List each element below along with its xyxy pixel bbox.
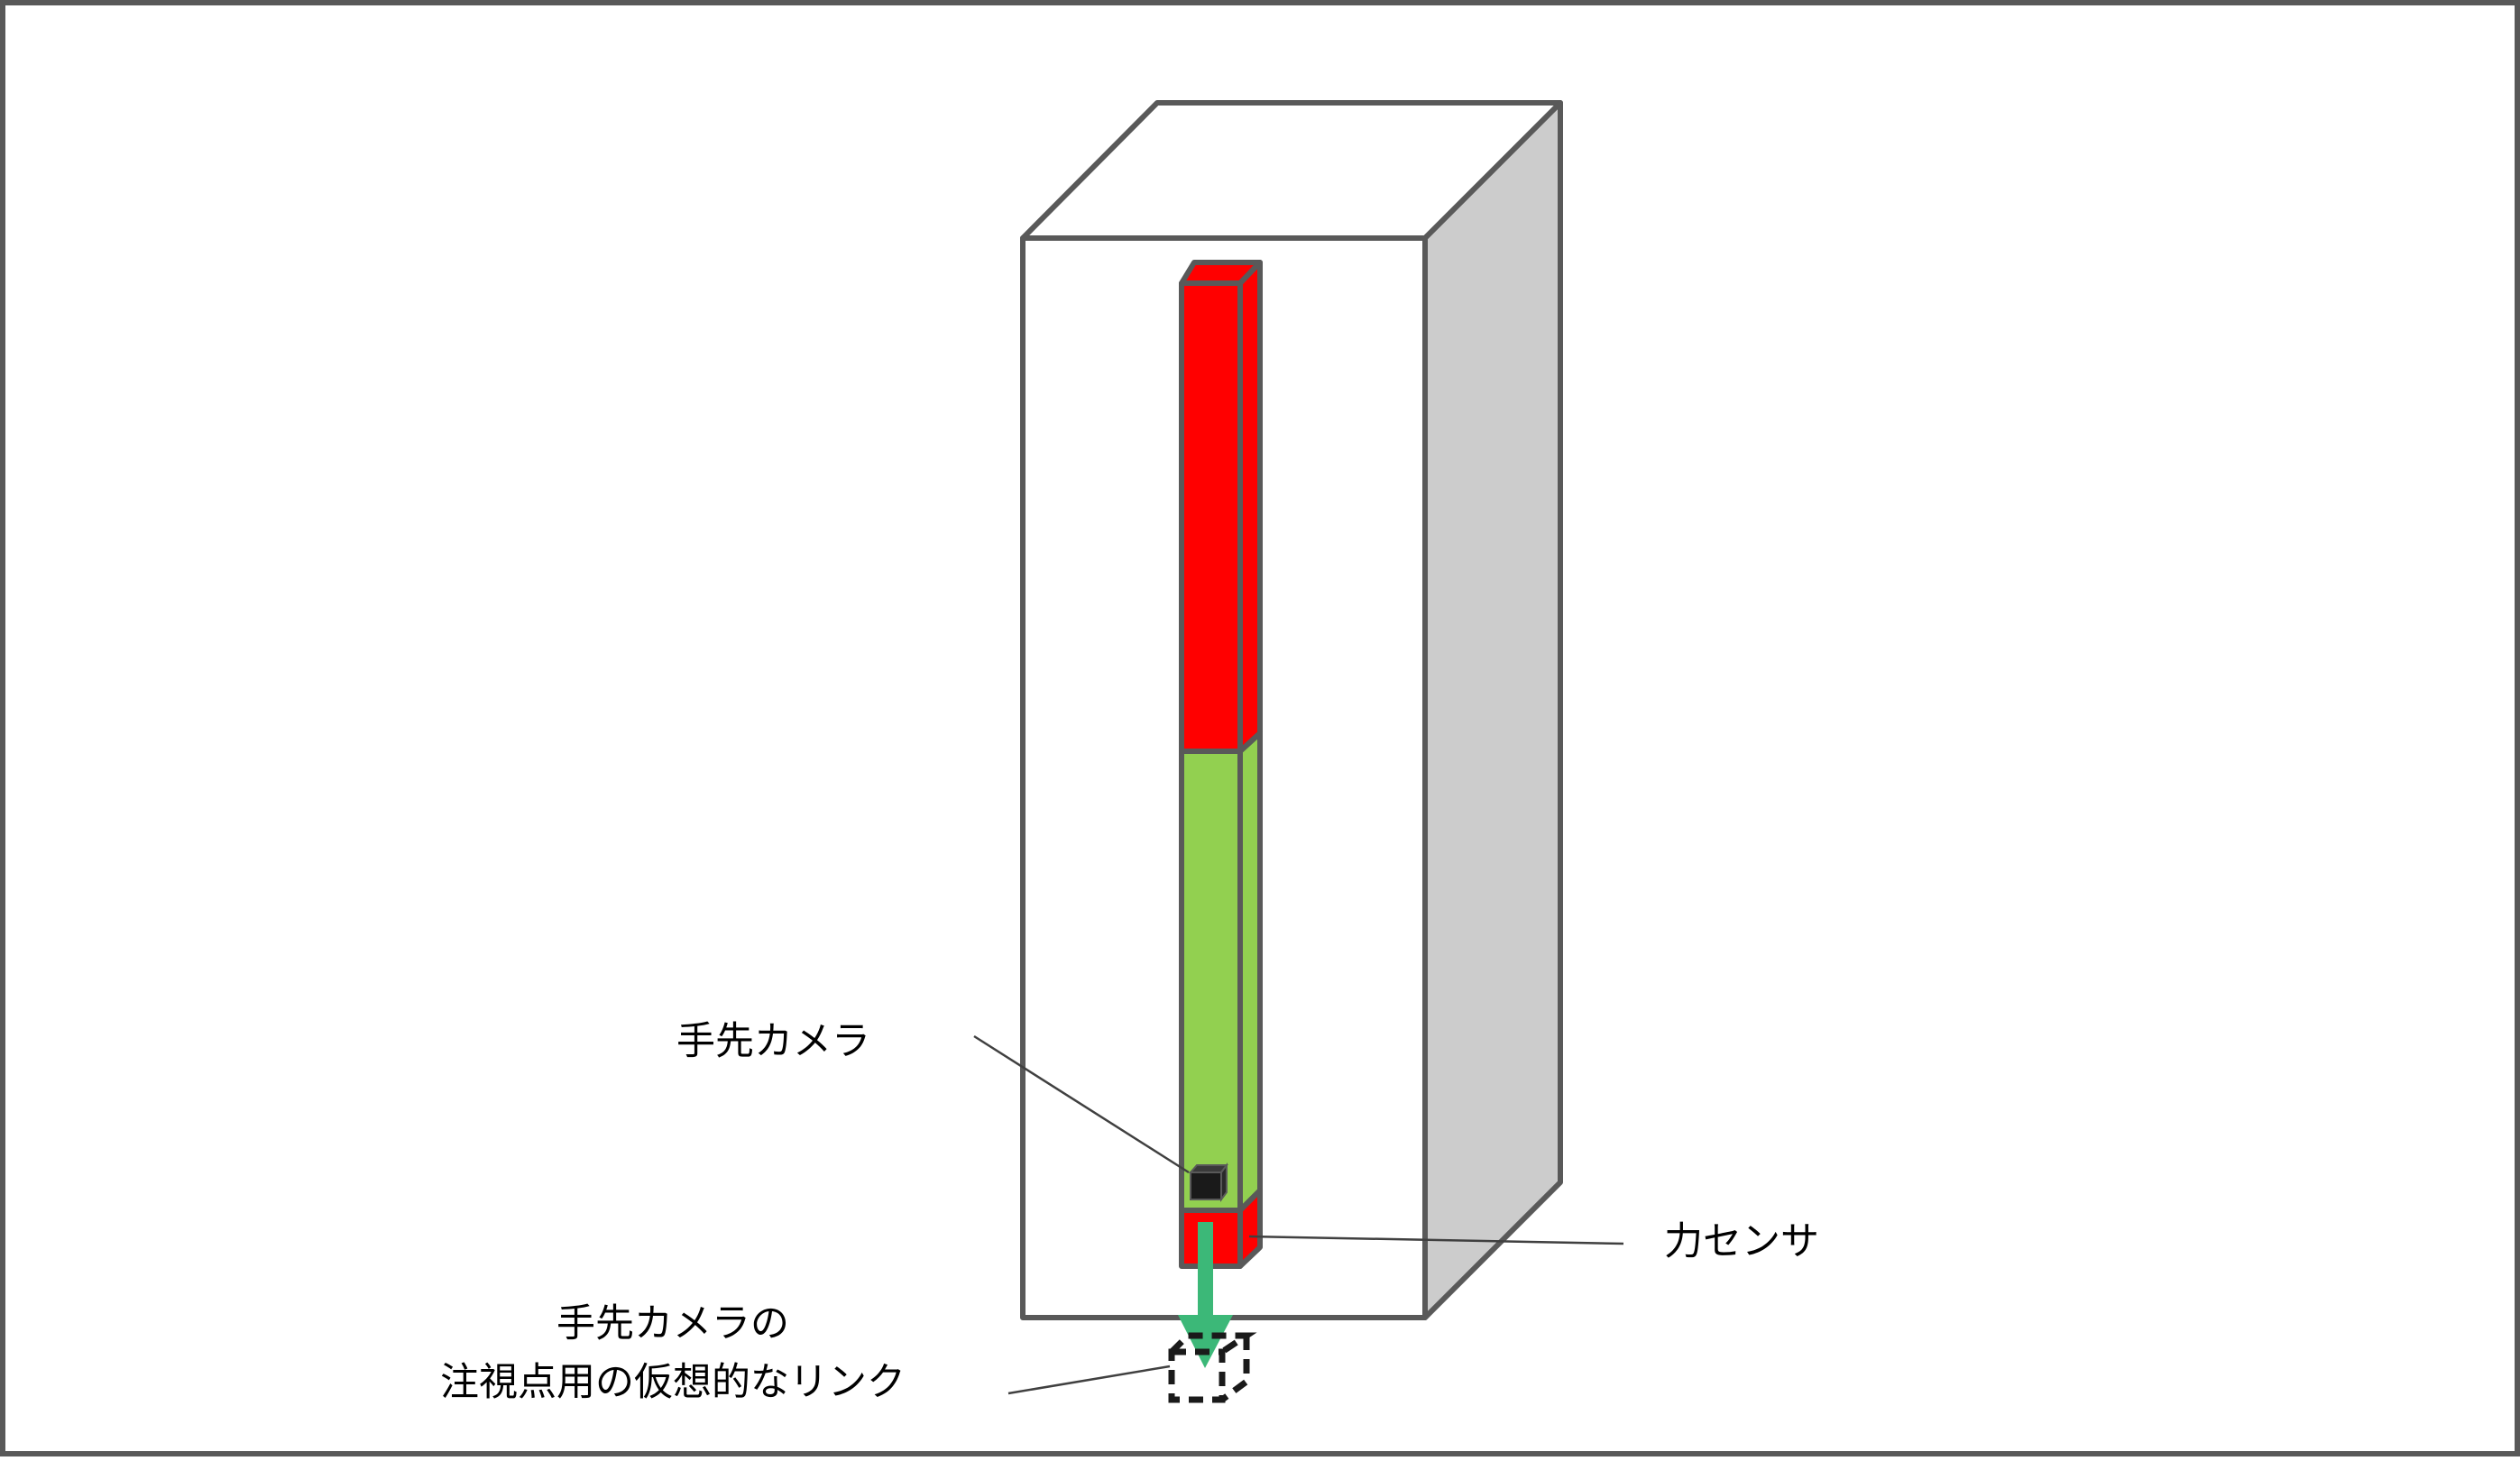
virtual-link-leader bbox=[1007, 1365, 1171, 1395]
upper-link bbox=[1179, 260, 1263, 754]
middle-link bbox=[1179, 730, 1263, 1213]
enclosure-box bbox=[1020, 100, 1563, 1320]
gaze-arrow-shaft bbox=[1198, 1222, 1213, 1326]
middle-link-front bbox=[1179, 749, 1243, 1213]
gaze-arrow bbox=[1178, 1222, 1233, 1368]
virtual-link-cube bbox=[1168, 1332, 1257, 1403]
virtual-link-label-line2: 注視点用の仮想的なリンク bbox=[440, 1360, 906, 1405]
upper-link-side bbox=[1237, 260, 1263, 754]
hand-camera-cube bbox=[1188, 1162, 1228, 1202]
force-sensor-leader bbox=[1248, 1235, 1624, 1245]
hand-camera-leader bbox=[973, 1034, 1190, 1174]
gaze-arrow-head bbox=[1178, 1315, 1233, 1368]
virtual-link-front bbox=[1168, 1348, 1226, 1403]
virtual-link-top-edge bbox=[1169, 1332, 1257, 1355]
hand-camera-front bbox=[1190, 1172, 1222, 1200]
enclosure-side-face bbox=[1422, 100, 1563, 1320]
force-sensor-label: 力センサ bbox=[1664, 1219, 1819, 1264]
middle-link-side bbox=[1237, 730, 1263, 1213]
hand-camera-label: 手先カメラ bbox=[676, 1019, 870, 1064]
upper-link-front bbox=[1179, 280, 1243, 754]
virtual-link-label-line1: 手先カメラの bbox=[556, 1301, 789, 1346]
